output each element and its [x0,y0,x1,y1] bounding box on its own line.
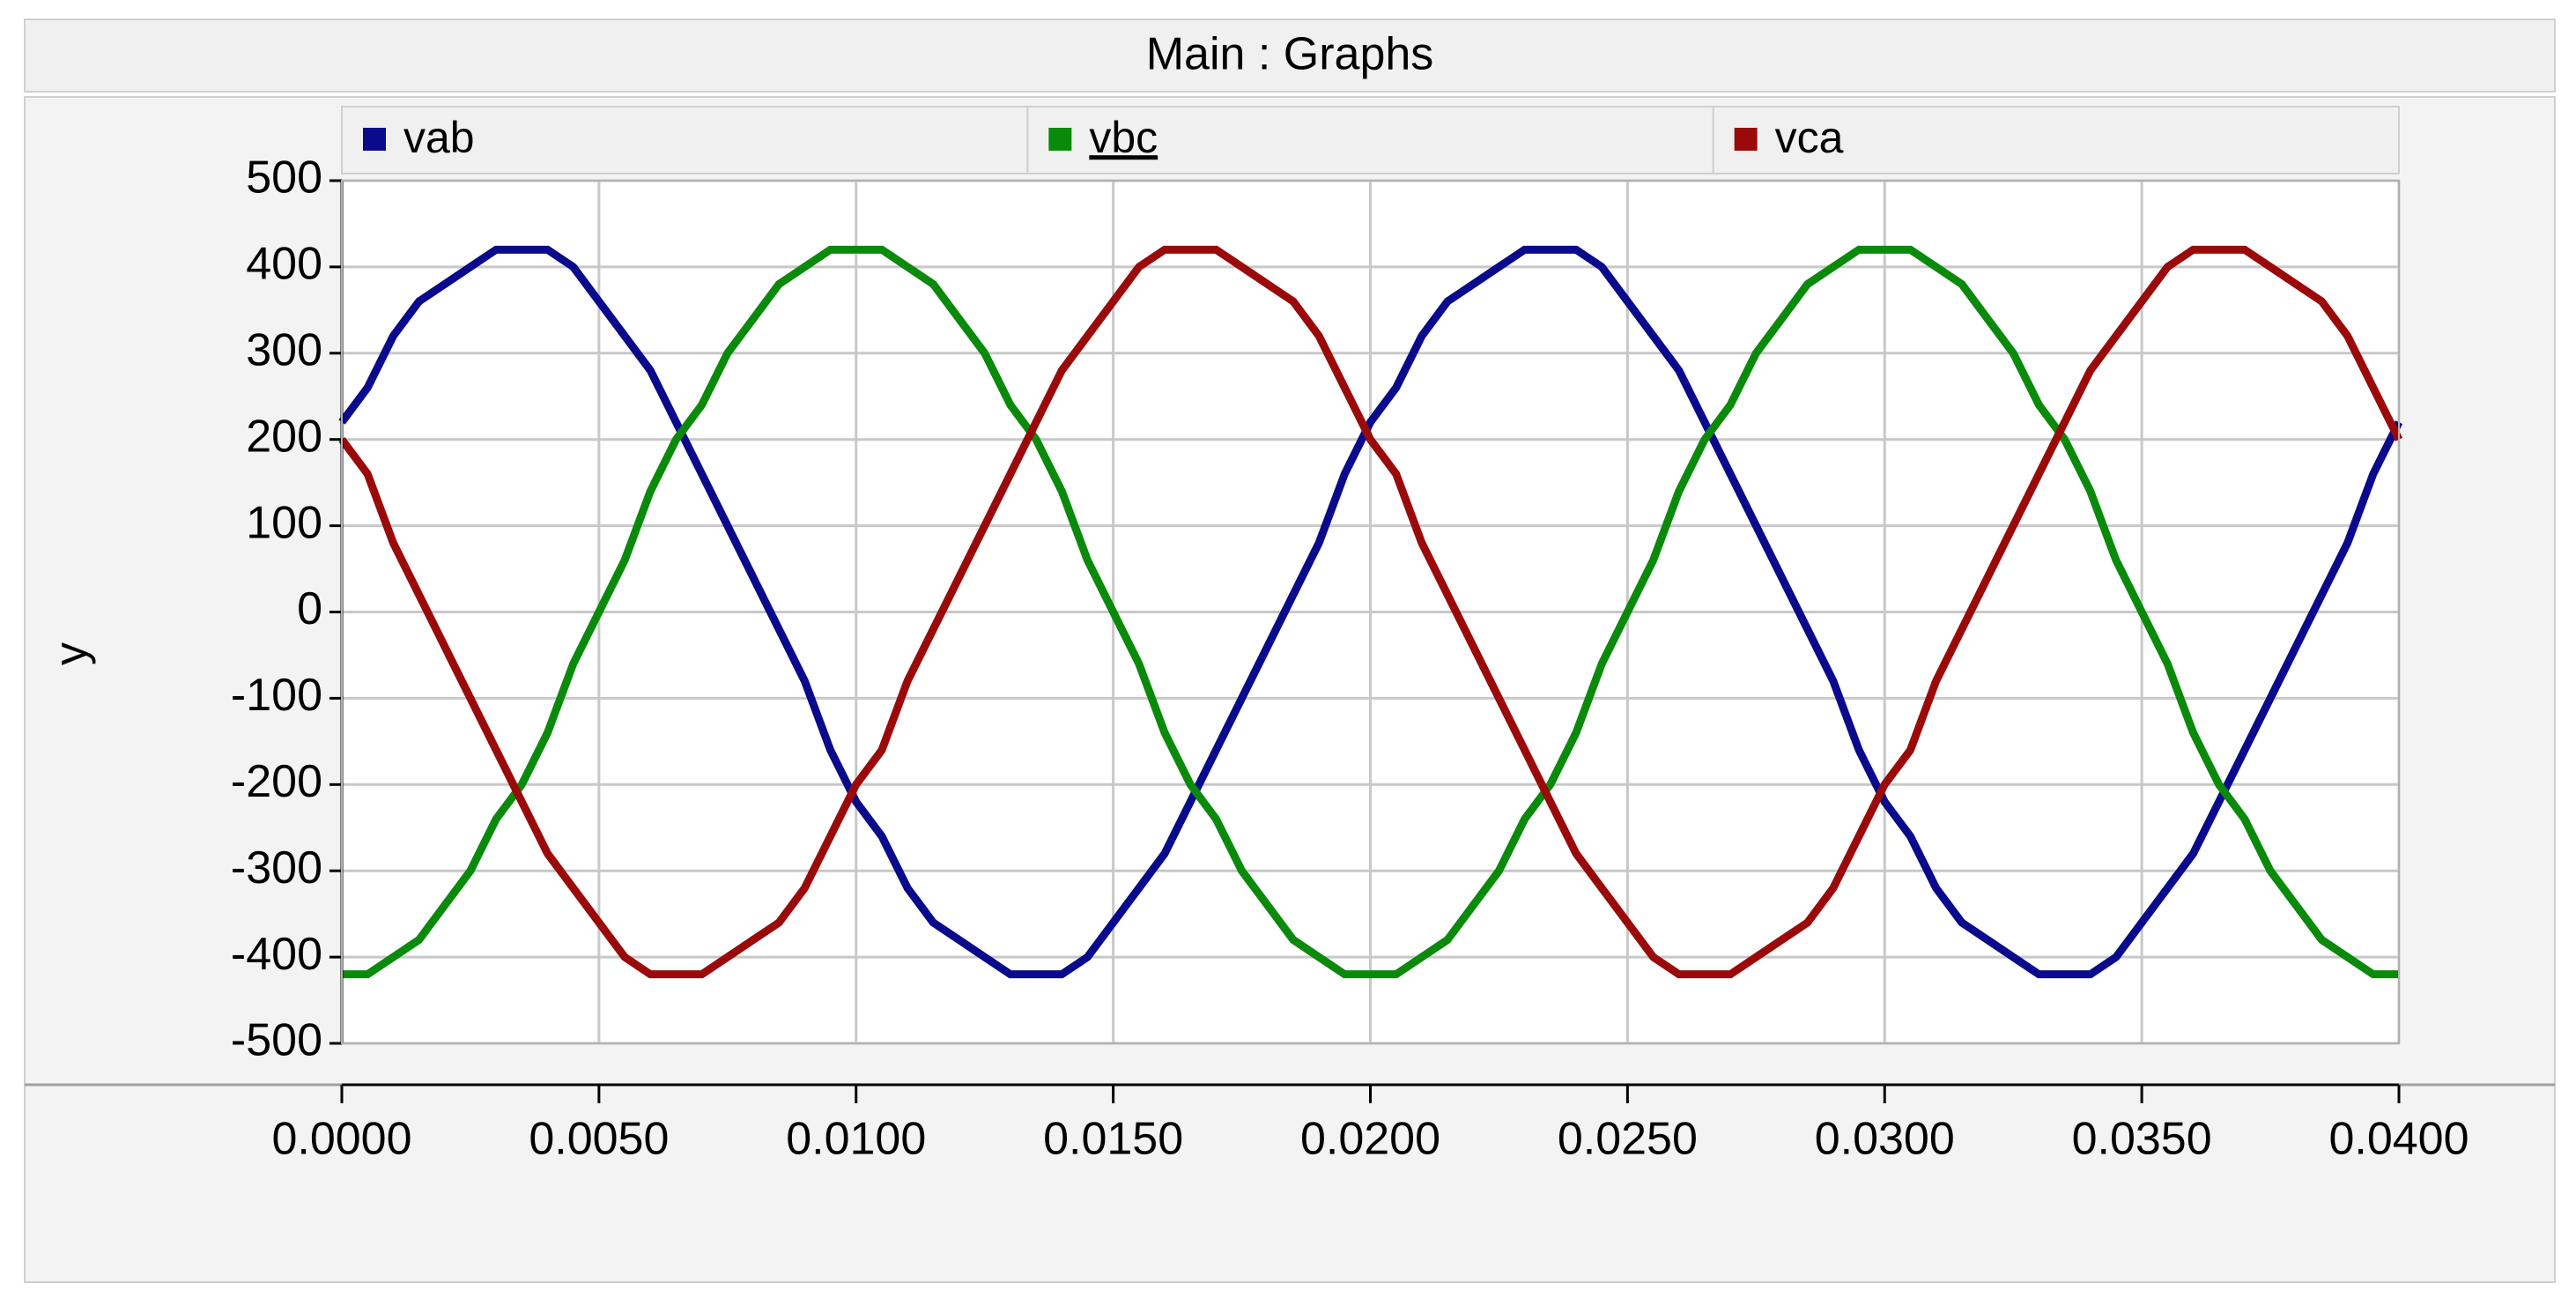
x-tick-label: 0.0050 [529,1114,669,1165]
series-line [342,245,2399,979]
x-tick-label: 0.0250 [1558,1114,1698,1165]
x-tick-label: 0.0000 [271,1114,411,1165]
legend-swatch [1048,128,1072,151]
title-bar [24,19,2556,93]
legend-label: vab [403,113,475,162]
y-tick-label: -100 [231,670,322,721]
y-axis-label: y [46,642,97,665]
y-tick-label: 100 [246,497,322,548]
legend-cell [1712,106,2400,174]
legend-label: vbc [1089,113,1158,162]
y-tick-label: 0 [297,583,322,634]
y-tick-label: 300 [246,325,322,376]
y-tick-label: 400 [246,239,322,290]
y-tick-label: -500 [231,1015,322,1066]
x-tick-label: 0.0350 [2072,1114,2212,1165]
x-tick-label: 0.0100 [786,1114,926,1165]
y-tick-label: -300 [231,842,322,894]
y-tick-label: -200 [231,756,322,807]
y-tick-label: -400 [231,929,322,980]
legend-label: vca [1775,113,1844,162]
x-tick-label: 0.0300 [1815,1114,1955,1165]
legend-swatch [1734,128,1758,151]
plot-border [341,180,2400,1044]
x-tick-label: 0.0150 [1043,1114,1183,1165]
series-line [338,245,2403,979]
series-lines [338,245,2403,979]
legend-swatch [363,128,386,151]
axes: 500 400 300 200 100 0 -100 -200 -300 -400 -500 0.00… [231,152,2469,1165]
legend: vab vbc vca [341,106,2400,174]
y-tick-label: 500 [246,152,322,204]
chart-title: Main : Graphs [1146,29,1434,80]
x-tick-label: 0.0400 [2328,1114,2469,1165]
y-tick-label: 200 [246,411,322,462]
x-tick-label: 0.0200 [1300,1114,1440,1165]
series-line [338,245,2403,979]
